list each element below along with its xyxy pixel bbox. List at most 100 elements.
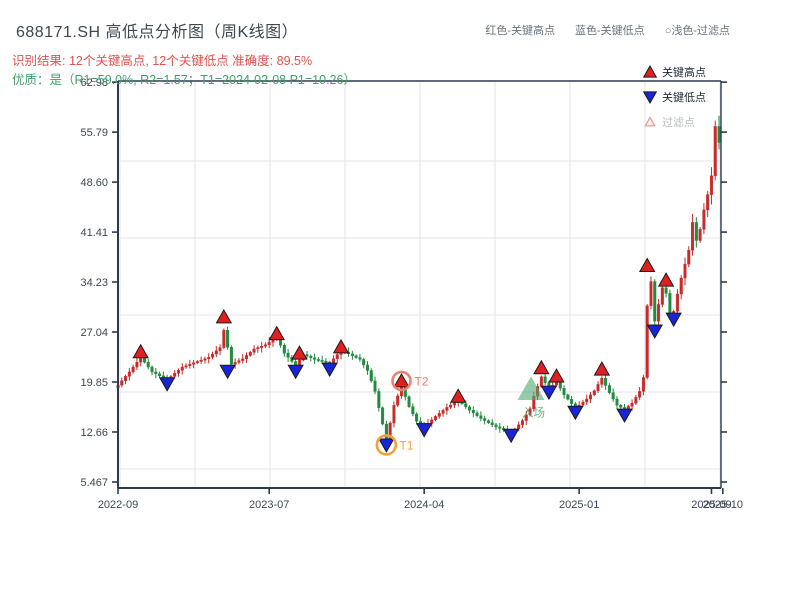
candle-body bbox=[373, 380, 377, 392]
candle-body bbox=[441, 410, 445, 414]
candle-body bbox=[131, 366, 135, 373]
candle-body bbox=[354, 355, 358, 358]
candle-body bbox=[195, 361, 199, 364]
candle-body bbox=[237, 360, 241, 363]
candle-body bbox=[585, 398, 589, 403]
key-high-marker bbox=[291, 345, 308, 360]
key-low-marker bbox=[567, 405, 584, 421]
candle-body bbox=[437, 413, 441, 417]
candle-body bbox=[660, 287, 664, 305]
y-tick-label: 12.66 bbox=[80, 427, 108, 439]
candle-body bbox=[615, 398, 619, 406]
candle-body bbox=[381, 407, 385, 425]
candle-body bbox=[657, 304, 661, 322]
candle-body bbox=[664, 287, 668, 294]
candle-body bbox=[566, 394, 570, 400]
candle-body bbox=[173, 373, 177, 377]
candle-body bbox=[362, 359, 366, 366]
candle-body bbox=[199, 359, 203, 362]
candle-body bbox=[263, 344, 267, 347]
candle-body bbox=[445, 407, 449, 411]
candle-body bbox=[479, 415, 483, 419]
candle-body bbox=[252, 348, 256, 353]
candle-body bbox=[694, 222, 698, 241]
legend-key-high-icon bbox=[642, 64, 658, 78]
candle-body bbox=[210, 353, 214, 358]
key-low-marker bbox=[287, 364, 304, 380]
candle-body bbox=[229, 347, 233, 365]
key-high-marker bbox=[332, 338, 350, 354]
candle-body bbox=[226, 329, 230, 348]
candle-body bbox=[320, 360, 324, 362]
key-high-marker bbox=[449, 388, 467, 403]
x-tick-label: 2022-09 bbox=[98, 499, 138, 511]
candle-body bbox=[154, 371, 158, 375]
x-tick-label: 2025-09 bbox=[691, 499, 731, 511]
candle-body bbox=[392, 405, 396, 424]
candle-body bbox=[124, 376, 128, 381]
t1-label: T1 bbox=[399, 438, 413, 452]
key-low-marker bbox=[646, 324, 663, 339]
x-tick-label: 2025-01 bbox=[559, 499, 599, 511]
candle-body bbox=[687, 250, 691, 265]
candle-body bbox=[698, 229, 702, 241]
candle-body bbox=[120, 380, 124, 386]
candle-body bbox=[214, 350, 218, 355]
candle-body bbox=[135, 361, 139, 368]
candle-body bbox=[286, 352, 290, 358]
candle-body bbox=[365, 364, 369, 371]
key-high-marker bbox=[215, 308, 233, 324]
y-tick-label: 55.79 bbox=[80, 127, 108, 139]
x-tick-label: 2023-07 bbox=[249, 499, 289, 511]
candle-body bbox=[581, 401, 585, 406]
candle-body bbox=[203, 358, 207, 361]
candle-body bbox=[305, 354, 309, 357]
candle-body bbox=[430, 419, 434, 424]
key-high-marker bbox=[593, 361, 611, 376]
candle-body bbox=[218, 347, 222, 352]
x-tick-label: 2024-04 bbox=[404, 499, 444, 511]
key-low-marker bbox=[665, 312, 682, 328]
candle-body bbox=[415, 413, 419, 422]
candle-body bbox=[331, 358, 335, 364]
recognition-result: 识别结果: 12个关键高点, 12个关键低点 准确度: 89.5% bbox=[12, 54, 313, 68]
candle-body bbox=[702, 209, 706, 230]
key-low-marker bbox=[540, 385, 558, 401]
candle-body bbox=[434, 416, 438, 421]
candle-body bbox=[668, 293, 672, 315]
candle-body bbox=[543, 376, 547, 383]
candle-body bbox=[641, 377, 645, 392]
t2-circle bbox=[391, 370, 412, 392]
candle-body bbox=[649, 281, 653, 307]
candle-body bbox=[600, 377, 604, 385]
key-high-marker bbox=[657, 272, 675, 287]
y-tick-label: 48.60 bbox=[80, 177, 108, 189]
key-high-marker bbox=[548, 368, 565, 383]
candle-body bbox=[619, 405, 623, 408]
candle-body bbox=[207, 357, 211, 359]
candle-body bbox=[638, 391, 642, 398]
candle-body bbox=[146, 361, 150, 368]
top-legend-key-low: 蓝色-关键低点 bbox=[575, 25, 645, 37]
candle-body bbox=[475, 412, 479, 416]
key-high-marker bbox=[268, 325, 285, 341]
t2-label: T2 bbox=[415, 374, 429, 388]
legend-key-low-icon bbox=[642, 91, 658, 105]
candle-body bbox=[634, 397, 638, 404]
entry-triangle bbox=[517, 376, 545, 400]
candle-body bbox=[233, 362, 237, 365]
key-low-marker bbox=[321, 362, 338, 378]
candle-body bbox=[411, 406, 415, 415]
key-low-marker bbox=[616, 408, 633, 424]
legend-item-label: 过滤点 bbox=[662, 116, 695, 129]
candle-body bbox=[679, 277, 683, 295]
candle-body bbox=[630, 403, 634, 407]
candle-body bbox=[316, 359, 320, 361]
candle-body bbox=[180, 366, 184, 371]
top-legend-filtered: ○浅色-过滤点 bbox=[664, 25, 730, 37]
candle-body bbox=[245, 355, 249, 359]
candle-body bbox=[335, 354, 339, 359]
candle-body bbox=[468, 406, 472, 411]
candle-body bbox=[517, 424, 521, 430]
